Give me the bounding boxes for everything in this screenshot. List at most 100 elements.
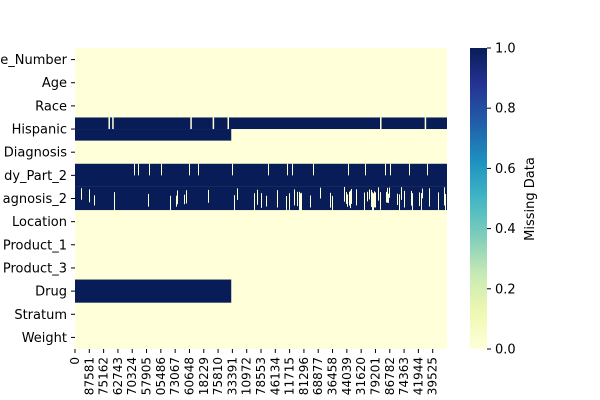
x-tick-label: 11715 <box>283 357 297 395</box>
heatmap-gap <box>289 193 290 213</box>
heatmap-gap <box>330 192 331 208</box>
x-tick-label: 81296 <box>297 357 311 395</box>
colorbar-ticks: 0.0 0.2 0.4 0.6 0.8 1.0 <box>487 42 516 358</box>
y-tick-label: Age <box>42 76 67 91</box>
heatmap-gap <box>94 195 95 206</box>
heatmap-gap <box>380 117 382 130</box>
heatmap-gap <box>277 190 278 208</box>
heatmap-gap <box>373 193 374 213</box>
x-tick-label: 0 <box>68 357 82 365</box>
colorbar-gradient <box>470 48 487 349</box>
heatmap-cell <box>75 279 232 303</box>
x-tick-label: 68877 <box>311 357 325 395</box>
heatmap-gap <box>380 192 381 210</box>
y-tick-label: Stratum <box>14 308 67 323</box>
heatmap-gap <box>268 163 269 176</box>
heatmap-gap <box>112 117 114 130</box>
heatmap-gap <box>419 192 420 207</box>
heatmap-cell <box>75 117 447 130</box>
heatmap-gap <box>411 190 412 206</box>
colorbar-tick-label: 0.2 <box>495 282 516 297</box>
colorbar-tick-label: 0.0 <box>495 343 516 358</box>
heatmap-gap <box>429 188 430 207</box>
heatmap-gap <box>385 163 386 176</box>
heatmap-gap <box>108 117 110 130</box>
heatmap-gap <box>208 189 209 203</box>
heatmap-cell <box>75 163 447 187</box>
y-tick-label: Location <box>12 215 67 230</box>
heatmap-gap <box>367 191 368 202</box>
x-tick-label: 60648 <box>182 357 196 395</box>
heatmap-gap <box>378 187 379 201</box>
y-tick-label: Weight <box>22 331 67 346</box>
heatmap-gap <box>212 117 215 130</box>
y-tick-label: Hispanic <box>12 123 67 138</box>
heatmap-gap <box>198 163 199 176</box>
heatmap-gap <box>349 191 350 206</box>
x-tick-label: 46134 <box>268 357 282 395</box>
colorbar: 0.0 0.2 0.4 0.6 0.8 1.0 Missing Data <box>470 42 538 358</box>
heatmap-gap <box>422 188 423 199</box>
heatmap-gap <box>294 189 295 206</box>
y-tick-label: Diagnosis <box>4 146 67 161</box>
heatmap-gap <box>149 163 150 176</box>
heatmap-gap <box>332 195 333 214</box>
x-tick-label: 57905 <box>140 357 154 395</box>
heatmap-gap <box>184 194 185 205</box>
heatmap-gap <box>421 193 422 213</box>
heatmap-gap <box>389 187 390 198</box>
y-tick-label: agnosis_2 <box>3 192 67 207</box>
y-axis: e_Number Age Race Hispanic Diagnosis dy_Part_… <box>0 53 75 346</box>
heatmap-gap <box>287 163 288 176</box>
heatmap-gap <box>347 194 348 207</box>
heatmap-gap <box>399 194 400 215</box>
heatmap-gap <box>320 187 321 199</box>
heatmap-gap <box>266 195 267 207</box>
colorbar-tick-label: 0.8 <box>495 102 516 117</box>
colorbar-label: Missing Data <box>523 157 538 241</box>
heatmap-gap <box>369 189 370 200</box>
heatmap-gap <box>404 190 405 208</box>
colorbar-tick-label: 1.0 <box>495 42 516 57</box>
x-tick-label: 73067 <box>168 357 182 395</box>
heatmap-gap <box>257 189 258 205</box>
heatmap-gap <box>297 191 298 207</box>
heatmap-gap <box>301 192 302 213</box>
x-tick-label: 10972 <box>240 357 254 395</box>
y-tick-label: dy_Part_2 <box>4 169 67 184</box>
heatmap-gap <box>351 188 352 204</box>
heatmap-gap <box>374 191 375 208</box>
heatmap-gap <box>424 117 427 130</box>
heatmap-gap <box>232 163 233 176</box>
heatmap-gap <box>227 117 230 130</box>
x-tick-label: 74363 <box>397 357 411 395</box>
heatmap-gap <box>138 163 139 176</box>
heatmap-gap <box>356 189 357 206</box>
heatmap-gap <box>313 163 314 176</box>
heatmap-gap <box>444 187 445 206</box>
heatmap-area <box>75 48 447 349</box>
x-tick-label: 39525 <box>426 357 440 395</box>
heatmap-row-agnosis_2 <box>75 186 447 216</box>
heatmap-row-Drug <box>75 279 232 303</box>
heatmap-gap <box>81 188 82 200</box>
heatmap-gap <box>176 195 177 207</box>
heatmap-gap <box>387 187 388 203</box>
heatmap-gap <box>237 188 238 200</box>
x-tick-label: 36458 <box>326 357 340 395</box>
x-axis: 0 87581 75162 62743 70324 57905 05486 73067 6064… <box>68 349 440 395</box>
heatmap-gap <box>344 186 345 202</box>
x-tick-label: 33391 <box>225 357 239 395</box>
y-tick-label: Drug <box>35 285 67 300</box>
y-tick-label: e_Number <box>0 53 67 68</box>
heatmap-gap <box>292 163 293 176</box>
heatmap-gap <box>161 163 162 176</box>
heatmap-gap <box>438 192 439 211</box>
heatmap-gap <box>186 190 187 204</box>
x-tick-label: 86782 <box>383 357 397 395</box>
colorbar-tick-label: 0.6 <box>495 162 516 177</box>
heatmap-gap <box>350 190 351 209</box>
heatmap-gap <box>412 193 413 213</box>
x-tick-label: 44039 <box>340 357 354 395</box>
